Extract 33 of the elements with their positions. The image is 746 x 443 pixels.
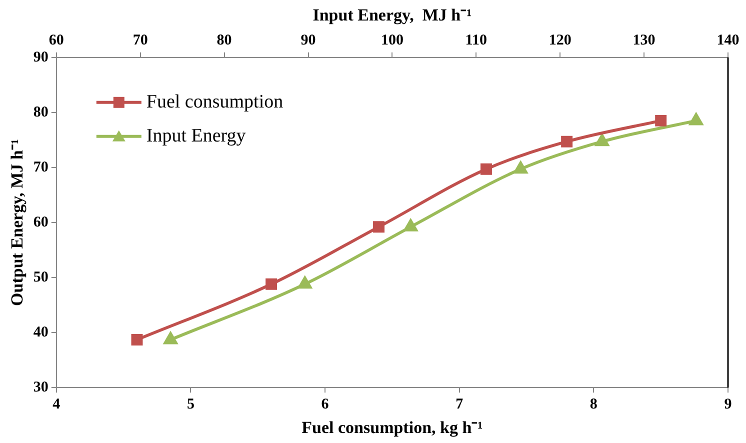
x2-tick-label: 120	[548, 32, 572, 48]
x2-tick-label: 90	[300, 32, 316, 48]
x-tick-label: 7	[456, 396, 464, 412]
y-tick-label: 60	[33, 214, 48, 230]
point	[480, 163, 492, 175]
x2-tick-label: 80	[216, 32, 232, 48]
y-tick-label: 80	[33, 104, 48, 120]
y-axis-title: Output Energy, MJ h⁻¹	[8, 139, 27, 306]
point	[561, 136, 573, 148]
legend-label: Input Energy	[146, 125, 246, 146]
x-tick-label: 6	[321, 396, 330, 412]
y-tick-label: 30	[33, 379, 48, 396]
x-tick-label: 9	[724, 396, 732, 412]
y-tick-label: 40	[33, 324, 48, 340]
point	[373, 221, 385, 233]
x-axis-title: Fuel consumption, kg h⁻¹	[302, 418, 483, 438]
x2-tick-label: 130	[632, 32, 656, 48]
x2-tick-label: 140	[716, 32, 740, 48]
y-tick-label: 90	[33, 49, 48, 66]
x2-tick-label: 110	[465, 32, 487, 48]
y-tick-label: 70	[33, 159, 48, 176]
point	[131, 334, 143, 346]
x-tick-label: 4	[52, 396, 61, 412]
x2-tick-label: 60	[48, 32, 64, 48]
x2-axis-title: Input Energy, MJ h⁻¹	[312, 6, 472, 25]
point	[266, 278, 278, 290]
legend-label: Fuel consumption	[146, 91, 284, 112]
x2-tick-label: 100	[380, 32, 404, 48]
x-tick-label: 5	[186, 396, 194, 412]
y-tick-label: 50	[33, 269, 48, 286]
x-tick-label: 8	[590, 396, 598, 412]
x2-tick-label: 70	[132, 32, 148, 48]
point	[655, 114, 667, 126]
